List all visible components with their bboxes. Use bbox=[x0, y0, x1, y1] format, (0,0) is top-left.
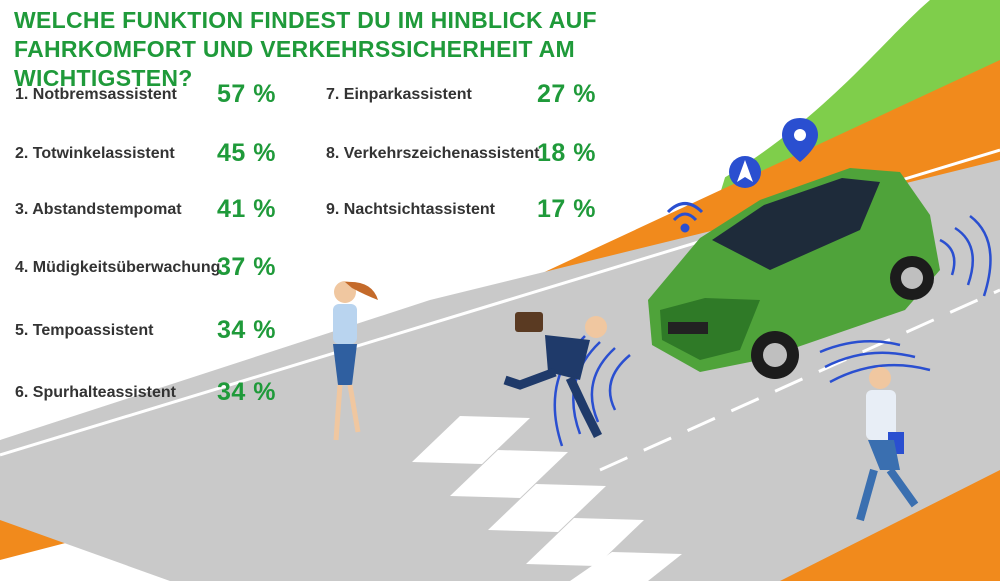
wifi-signal-icon bbox=[666, 202, 704, 233]
map-pin-icon bbox=[782, 118, 818, 162]
item-label: 9. Nachtsichtassistent bbox=[326, 201, 495, 218]
running-man bbox=[503, 312, 607, 439]
pedestrian-woman bbox=[333, 281, 378, 441]
item-value: 45 % bbox=[217, 139, 276, 167]
item-label: 3. Abstandstempomat bbox=[15, 201, 182, 218]
crosswalk bbox=[412, 416, 682, 581]
sensor-wave-icon bbox=[553, 215, 992, 447]
lane-line bbox=[599, 288, 1000, 472]
item-label: 6. Spurhalteassistent bbox=[15, 384, 176, 401]
item-label: 4. Müdigkeitsüberwachung bbox=[15, 259, 221, 276]
item-label: 2. Totwinkelassistent bbox=[15, 145, 175, 162]
item-label: 8. Verkehrszeichenassistent bbox=[326, 145, 540, 162]
navigation-arrow-icon bbox=[729, 156, 761, 188]
car bbox=[648, 168, 940, 379]
sidewalk-lower-band bbox=[780, 470, 1000, 581]
item-value: 37 % bbox=[217, 253, 276, 281]
item-value: 27 % bbox=[537, 80, 596, 108]
item-label: 5. Tempoassistent bbox=[15, 322, 154, 339]
item-value: 34 % bbox=[217, 378, 276, 406]
item-value: 41 % bbox=[217, 195, 276, 223]
item-value: 57 % bbox=[217, 80, 276, 108]
item-value: 17 % bbox=[537, 195, 596, 223]
item-value: 34 % bbox=[217, 316, 276, 344]
item-value: 18 % bbox=[537, 139, 596, 167]
white-sweep bbox=[0, 0, 930, 440]
item-label: 1. Notbremsassistent bbox=[15, 86, 177, 103]
chart-title: Welche Funktion findest du im Hinblick a… bbox=[14, 7, 597, 91]
pedestrian-man bbox=[856, 367, 919, 522]
item-label: 7. Einparkassistent bbox=[326, 86, 472, 103]
